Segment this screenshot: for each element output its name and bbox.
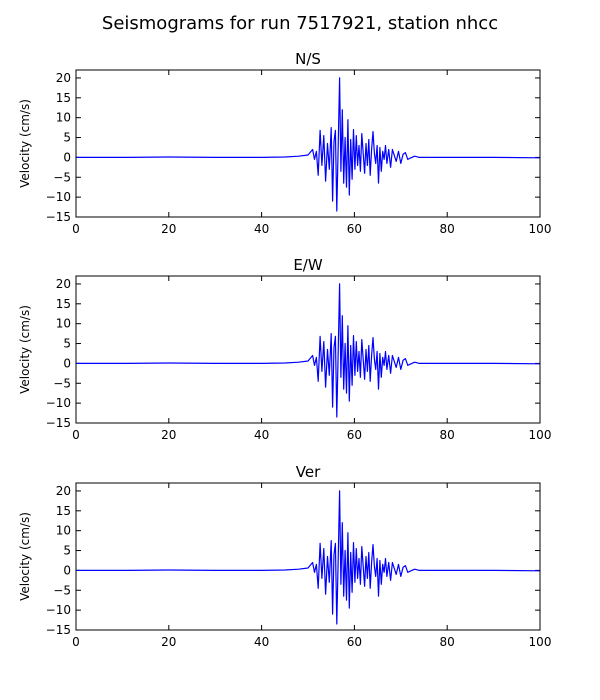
x-tick-label: 40 (254, 428, 269, 442)
y-axis-label: Velocity (cm/s) (18, 512, 32, 601)
x-tick-label: 0 (72, 635, 80, 649)
axes-frame (75, 69, 541, 218)
x-tick-label: 60 (347, 428, 362, 442)
y-tick-label: 0 (63, 563, 71, 577)
seismogram-trace (76, 283, 541, 418)
seismogram-trace (76, 77, 541, 212)
y-tick-label: −10 (46, 396, 71, 410)
y-tick-label: −5 (53, 583, 71, 597)
y-tick-label: 20 (56, 71, 71, 85)
y-tick-label: 5 (63, 544, 71, 558)
figure-title: Seismograms for run 7517921, station nhc… (102, 13, 498, 34)
seismogram-trace (76, 490, 541, 625)
panel-ew: E/W Velocity (cm/s) 0 20 40 60 80 100 20 15 10 5 0 −5… (18, 256, 551, 442)
x-tick-label: 100 (529, 635, 552, 649)
y-tick-label: 0 (63, 150, 71, 164)
y-tick-label: 20 (56, 484, 71, 498)
y-tick-label: −15 (46, 623, 71, 637)
x-tick-label: 40 (254, 635, 269, 649)
x-tick-label: 100 (529, 428, 552, 442)
y-tick-label: −10 (46, 190, 71, 204)
panel-title-ew: E/W (293, 256, 323, 274)
y-axis-label: Velocity (cm/s) (18, 99, 32, 188)
x-tick-label: 0 (72, 428, 80, 442)
y-tick-label: −10 (46, 603, 71, 617)
panel-title-ns: N/S (295, 50, 321, 68)
y-tick-label: −15 (46, 416, 71, 430)
x-tick-label: 80 (440, 222, 455, 236)
y-tick-label: −15 (46, 210, 71, 224)
x-tick-label: 100 (529, 222, 552, 236)
x-tick-label: 20 (161, 428, 176, 442)
x-tick-label: 20 (161, 635, 176, 649)
panel-ver: Ver Velocity (cm/s) 0 20 40 60 80 100 20 15 10 5 0 −5… (18, 463, 551, 649)
y-tick-label: 5 (63, 131, 71, 145)
x-tick-label: 60 (347, 635, 362, 649)
y-tick-label: 5 (63, 337, 71, 351)
x-tick-label: 20 (161, 222, 176, 236)
y-tick-label: 10 (56, 524, 71, 538)
y-axis-label: Velocity (cm/s) (18, 305, 32, 394)
y-tick-label: 15 (56, 504, 71, 518)
y-tick-label: −5 (53, 170, 71, 184)
panel-ns: N/S Velocity (cm/s) 0 20 40 60 80 100 20 15 10 5 0 −5… (18, 50, 551, 236)
axes-frame (75, 275, 541, 424)
y-tick-label: 15 (56, 297, 71, 311)
x-tick-label: 60 (347, 222, 362, 236)
x-tick-label: 0 (72, 222, 80, 236)
x-tick-label: 40 (254, 222, 269, 236)
y-tick-label: 10 (56, 317, 71, 331)
y-tick-label: −5 (53, 376, 71, 390)
y-tick-label: 10 (56, 111, 71, 125)
panel-title-ver: Ver (296, 463, 321, 481)
y-tick-label: 0 (63, 356, 71, 370)
x-tick-label: 80 (440, 428, 455, 442)
axes-frame (75, 482, 541, 631)
y-tick-label: 20 (56, 277, 71, 291)
x-tick-label: 80 (440, 635, 455, 649)
y-tick-label: 15 (56, 91, 71, 105)
